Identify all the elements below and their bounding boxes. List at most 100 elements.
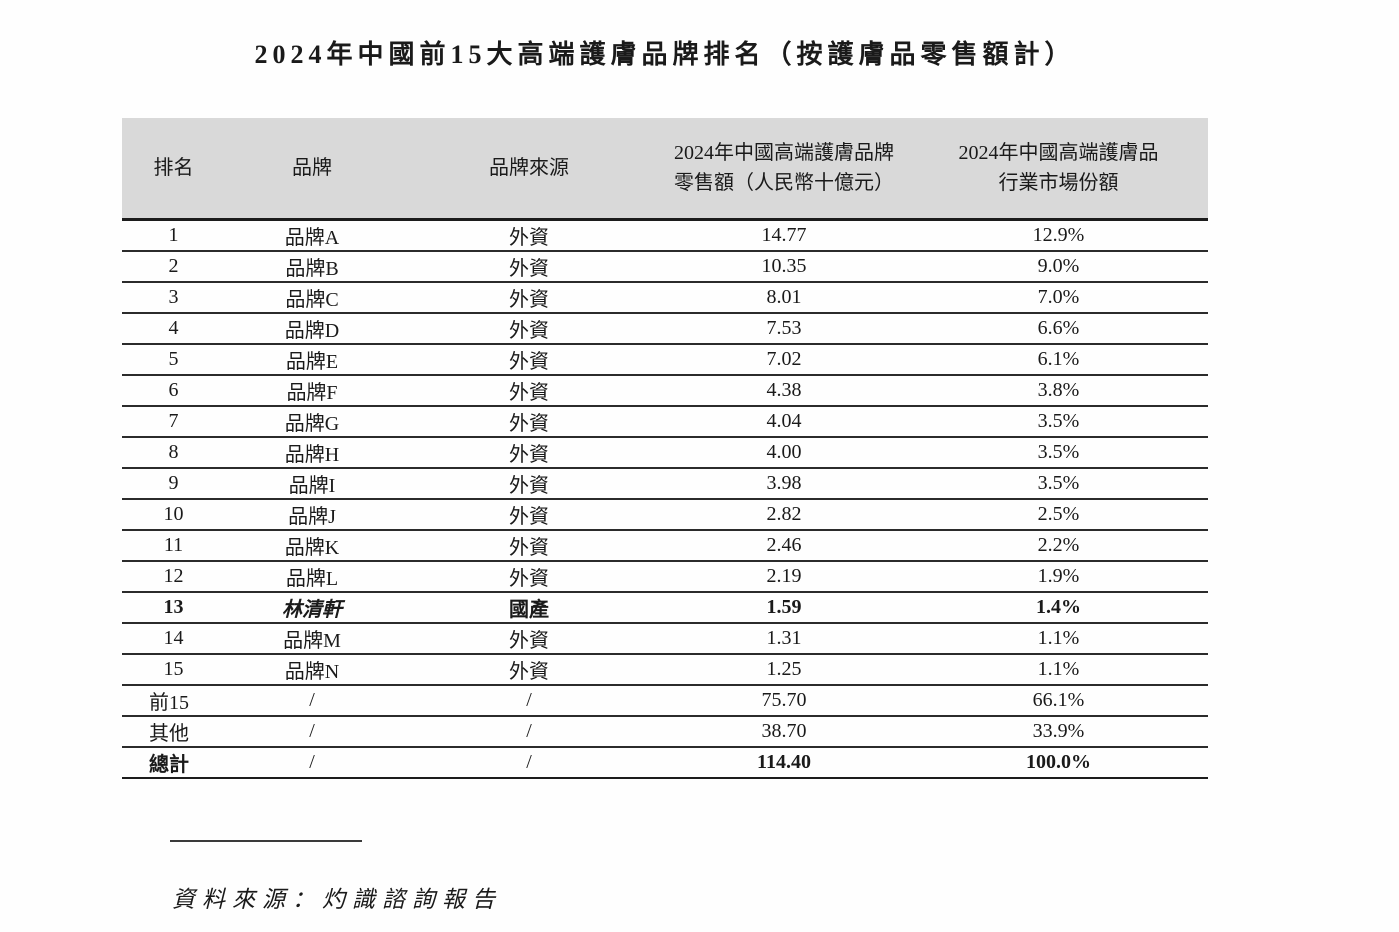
origin-cell: 外資: [399, 219, 659, 252]
share-cell: 12.9%: [909, 219, 1208, 252]
brand-cell: 品牌E: [225, 343, 399, 376]
share-cell: 1.1%: [909, 653, 1208, 686]
rank-cell: 9: [122, 467, 225, 500]
table-row: 10 品牌J 外資 2.82 2.5%: [122, 498, 1208, 531]
col-header-retail: 2024年中國高端護膚品牌 零售額（人民幣十億元）: [659, 118, 909, 221]
retail-cell: 4.38: [659, 374, 909, 407]
retail-cell: 7.53: [659, 312, 909, 345]
table-row: 7 品牌G 外資 4.04 3.5%: [122, 405, 1208, 438]
origin-cell: 外資: [399, 622, 659, 655]
table-row: 5 品牌E 外資 7.02 6.1%: [122, 343, 1208, 376]
share-cell: 2.5%: [909, 498, 1208, 531]
brand-cell: 品牌F: [225, 374, 399, 407]
table-row: 12 品牌L 外資 2.19 1.9%: [122, 560, 1208, 593]
table-row: 15 品牌N 外資 1.25 1.1%: [122, 653, 1208, 686]
rank-cell: 8: [122, 436, 225, 469]
retail-cell: 1.31: [659, 622, 909, 655]
page-title: 2024年中國前15大高端護膚品牌排名（按護膚品零售額計）: [254, 40, 1076, 69]
share-cell: 3.5%: [909, 436, 1208, 469]
retail-cell: 38.70: [659, 715, 909, 748]
retail-cell: 10.35: [659, 250, 909, 283]
rank-cell: 4: [122, 312, 225, 345]
origin-cell: 外資: [399, 343, 659, 376]
rank-cell: 10: [122, 498, 225, 531]
col-header-rank: 排名: [122, 118, 225, 221]
retail-cell: 4.04: [659, 405, 909, 438]
table-row-top15-subtotal: 前15 / / 75.70 66.1%: [122, 684, 1208, 717]
brand-cell: 品牌H: [225, 436, 399, 469]
brand-cell: 品牌M: [225, 622, 399, 655]
origin-cell: 外資: [399, 374, 659, 407]
brand-cell: 品牌L: [225, 560, 399, 593]
origin-cell: 外資: [399, 529, 659, 562]
brand-cell: 品牌N: [225, 653, 399, 686]
rank-cell: 其他: [122, 715, 225, 748]
rank-cell: 總計: [122, 746, 225, 779]
source-note: 資料來源：灼識諮詢報告: [172, 887, 502, 912]
retail-cell: 3.98: [659, 467, 909, 500]
table-row: 14 品牌M 外資 1.31 1.1%: [122, 622, 1208, 655]
rank-cell: 12: [122, 560, 225, 593]
share-cell: 1.1%: [909, 622, 1208, 655]
retail-cell: 114.40: [659, 746, 909, 779]
brand-cell: 品牌A: [225, 219, 399, 252]
share-cell: 9.0%: [909, 250, 1208, 283]
rank-cell: 15: [122, 653, 225, 686]
retail-cell: 1.25: [659, 653, 909, 686]
origin-cell: /: [399, 684, 659, 717]
origin-cell: 國產: [399, 591, 659, 624]
brand-cell: 品牌K: [225, 529, 399, 562]
retail-cell: 1.59: [659, 591, 909, 624]
share-cell: 1.9%: [909, 560, 1208, 593]
share-cell: 7.0%: [909, 281, 1208, 314]
share-cell: 33.9%: [909, 715, 1208, 748]
share-cell: 100.0%: [909, 746, 1208, 779]
brand-cell: 品牌I: [225, 467, 399, 500]
origin-cell: 外資: [399, 312, 659, 345]
table-row: 2 品牌B 外資 10.35 9.0%: [122, 250, 1208, 283]
share-cell: 66.1%: [909, 684, 1208, 717]
retail-cell: 14.77: [659, 219, 909, 252]
brand-cell: 品牌G: [225, 405, 399, 438]
rank-cell: 14: [122, 622, 225, 655]
rank-cell: 3: [122, 281, 225, 314]
ranking-table: 排名 品牌 品牌來源 2024年中國高端護膚品牌 零售額（人民幣十億元） 202…: [122, 118, 1208, 779]
brand-cell: /: [225, 746, 399, 779]
retail-cell: 2.46: [659, 529, 909, 562]
rank-cell: 7: [122, 405, 225, 438]
rank-cell: 5: [122, 343, 225, 376]
table-header-row: 排名 品牌 品牌來源 2024年中國高端護膚品牌 零售額（人民幣十億元） 202…: [122, 118, 1208, 221]
brand-cell: 品牌C: [225, 281, 399, 314]
rank-cell: 前15: [122, 684, 225, 717]
brand-cell: /: [225, 715, 399, 748]
share-cell: 6.6%: [909, 312, 1208, 345]
table-row: 3 品牌C 外資 8.01 7.0%: [122, 281, 1208, 314]
table-row-others: 其他 / / 38.70 33.9%: [122, 715, 1208, 748]
table-row: 8 品牌H 外資 4.00 3.5%: [122, 436, 1208, 469]
origin-cell: 外資: [399, 498, 659, 531]
retail-cell: 2.82: [659, 498, 909, 531]
retail-cell: 7.02: [659, 343, 909, 376]
col-header-origin: 品牌來源: [399, 118, 659, 221]
share-cell: 1.4%: [909, 591, 1208, 624]
brand-cell: /: [225, 684, 399, 717]
origin-cell: 外資: [399, 467, 659, 500]
origin-cell: /: [399, 715, 659, 748]
retail-cell: 75.70: [659, 684, 909, 717]
footnote-divider: [170, 840, 362, 842]
origin-cell: 外資: [399, 653, 659, 686]
origin-cell: 外資: [399, 560, 659, 593]
share-cell: 3.5%: [909, 467, 1208, 500]
table-row-total: 總計 / / 114.40 100.0%: [122, 746, 1208, 779]
share-cell: 2.2%: [909, 529, 1208, 562]
rank-cell: 13: [122, 591, 225, 624]
origin-cell: 外資: [399, 281, 659, 314]
origin-cell: 外資: [399, 405, 659, 438]
table-row: 4 品牌D 外資 7.53 6.6%: [122, 312, 1208, 345]
rank-cell: 1: [122, 219, 225, 252]
table-row: 9 品牌I 外資 3.98 3.5%: [122, 467, 1208, 500]
share-cell: 3.5%: [909, 405, 1208, 438]
table-row-linqingxuan: 13 林清軒 國產 1.59 1.4%: [122, 591, 1208, 624]
rank-cell: 11: [122, 529, 225, 562]
share-cell: 6.1%: [909, 343, 1208, 376]
